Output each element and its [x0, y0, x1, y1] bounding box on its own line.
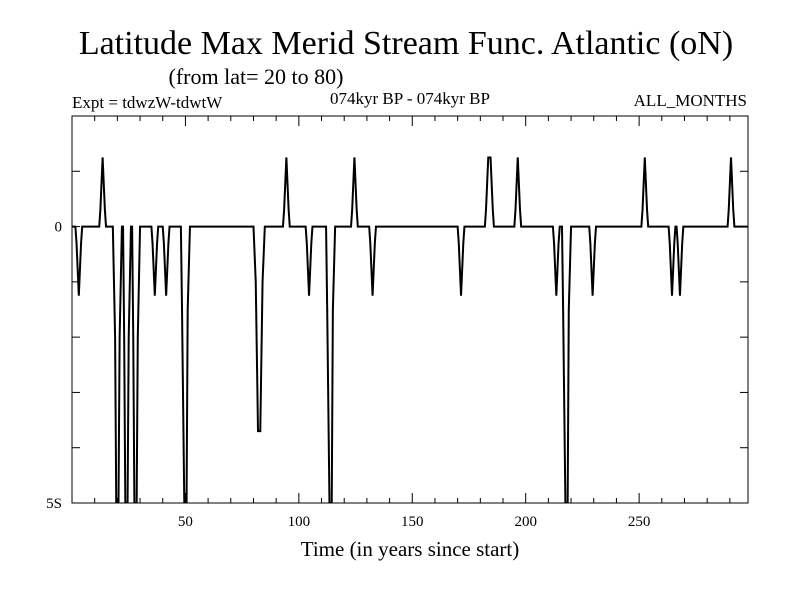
x-tick-label: 100 [288, 514, 311, 530]
x-axis-label: Time (in years since start) [301, 537, 520, 561]
x-tick-label: 200 [514, 514, 537, 530]
season-label: ALL_MONTHS [634, 91, 747, 110]
series-line [72, 156, 748, 503]
chart-subtitle: (from lat= 20 to 80) [169, 64, 344, 89]
chart-title: Latitude Max Merid Stream Func. Atlantic… [79, 25, 733, 62]
x-tick-label: 150 [401, 514, 424, 530]
x-tick-label: 50 [178, 514, 193, 530]
x-axis-ticks: 50 100 150 200 250 [94, 116, 731, 530]
x-tick-label: 250 [628, 514, 651, 530]
experiment-label: Expt = tdwzW-tdwtW [72, 93, 223, 112]
series-group [72, 156, 748, 503]
y-tick-label: 5S [46, 496, 62, 512]
y-tick-label: 0 [55, 220, 63, 236]
plot-frame [71, 115, 749, 504]
period-label: 074kyr BP - 074kyr BP [330, 89, 490, 108]
y-axis-ticks: 0 5S [46, 170, 748, 512]
